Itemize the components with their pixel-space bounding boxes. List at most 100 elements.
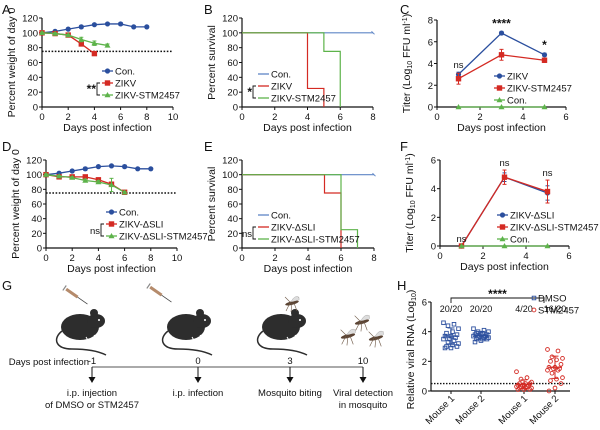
data-point (458, 243, 465, 249)
legend-label: ZIKV (271, 82, 293, 93)
x-tick-label: 2 (480, 251, 485, 262)
data-point (104, 21, 111, 27)
data-point (43, 171, 49, 177)
syringe-needle (161, 294, 172, 303)
data-point (471, 326, 476, 331)
x-tick-label: 0 (434, 112, 439, 123)
series-2 (242, 32, 341, 107)
timeline-day-label: 0 (195, 356, 200, 367)
mouse-feet (85, 334, 98, 343)
timeline-event: 0 i.p. infection (173, 356, 224, 399)
mouse-head (288, 314, 306, 328)
data-point (544, 243, 551, 249)
legend-label: Con. (271, 70, 291, 81)
y-axis-title: Relative viral RNA (Log10) (405, 290, 418, 410)
legend-label: ZIKV-ΔSLI-STM2457 (119, 232, 208, 243)
positive-ratio-label: 20/20 (470, 304, 493, 314)
data-point (555, 348, 561, 354)
mouse-icon (55, 309, 107, 356)
mosquito-wing (374, 330, 384, 338)
data-point (498, 104, 505, 110)
data-point (560, 356, 565, 361)
group-0 (441, 320, 461, 351)
panel-label-e: E (204, 139, 213, 154)
significance-annotation: ns (499, 158, 509, 169)
data-point (131, 24, 137, 30)
significance-annotation: ns (542, 168, 552, 179)
timeline-event-label: Viral detection (333, 388, 393, 399)
legend-label: ZIKV-ΔSLI-STM2457 (271, 235, 360, 246)
series-line (242, 32, 341, 107)
data-point (82, 166, 88, 172)
legend-marker (531, 307, 537, 313)
legend-marker (531, 295, 537, 301)
y-axis-title: Titer (Log10 FFU ml-1) (401, 14, 414, 113)
censor-mark (372, 172, 376, 177)
arrow-down-icon (88, 377, 96, 383)
y-axis-title: Titer (Log10 FFU ml-1) (404, 153, 417, 252)
data-point (69, 168, 75, 174)
mosquito-wing (346, 328, 356, 336)
mosquito-wing (290, 296, 300, 303)
timeline-event: 3 Mosquito biting (258, 356, 322, 399)
data-point (144, 24, 150, 30)
x-tick-label: 4 (96, 253, 101, 264)
y-tick-label: 6 (422, 298, 427, 309)
data-point (472, 339, 478, 345)
significance-bracket (100, 223, 104, 237)
x-tick-label: 4 (520, 112, 525, 123)
series-1 (458, 169, 551, 249)
y-tick-label: 120 (22, 14, 38, 25)
data-point (544, 188, 551, 195)
chart-e: 0 20 40 60 80 100 120 0 2 4 6 8 Days post infection P… (206, 156, 377, 276)
data-point (560, 375, 565, 380)
y-tick-label: 2 (431, 213, 436, 224)
legend-label: ZIKV-STM2457 (271, 94, 336, 105)
y-tick-label: 0 (428, 103, 433, 114)
timeline-day-label: -1 (88, 356, 96, 367)
data-point (445, 323, 451, 328)
mouse-icon (161, 309, 213, 356)
data-point (541, 104, 548, 110)
significance-bracket (252, 85, 256, 99)
data-point (455, 76, 462, 82)
data-point (545, 347, 550, 352)
mouse-head (193, 314, 211, 328)
x-axis-title: Days post infection (263, 122, 352, 134)
panel-label-g: G (2, 278, 12, 293)
data-point (471, 333, 476, 339)
data-point (546, 388, 552, 394)
y-tick-label: 60 (227, 58, 238, 69)
data-point (498, 52, 505, 58)
x-tick-label: 6 (118, 112, 123, 123)
legend-marker (108, 221, 115, 227)
legend-label: ZIKV-ΔSLI (119, 220, 163, 231)
x-axis-title: Days post infection (63, 122, 152, 134)
significance-label: ** (87, 82, 97, 96)
x-tick-label: 2 (66, 112, 71, 123)
y-tick-label: 6 (431, 156, 436, 167)
mouse-feet (191, 334, 204, 343)
x-tick-label: 0 (239, 253, 244, 264)
series-line (41, 32, 108, 47)
data-point (456, 326, 461, 331)
significance-annotation: ns (456, 234, 466, 245)
series-2 (39, 29, 111, 48)
significance-label: ns (90, 226, 100, 237)
x-tick-label: 2 (477, 112, 482, 123)
data-point (558, 381, 564, 386)
x-tick-label: 6 (566, 251, 571, 262)
y-tick-label: 40 (31, 214, 42, 225)
data-point (448, 345, 454, 351)
legend-label: ZIKV-STM2457 (115, 91, 180, 102)
series-2 (242, 174, 359, 248)
legend-marker (108, 233, 115, 239)
legend-label: Con. (115, 67, 135, 78)
y-tick-label: 40 (27, 73, 38, 84)
y-tick-label: 20 (27, 88, 38, 99)
x-tick-label: 0 (437, 251, 442, 262)
